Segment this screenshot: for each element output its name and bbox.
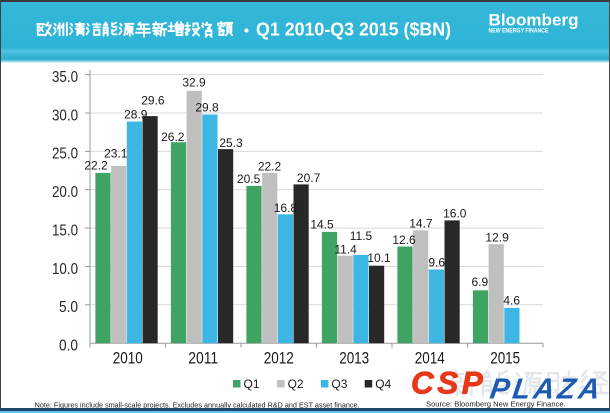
svg-text:22.2: 22.2 [258, 159, 282, 173]
svg-text:12.6: 12.6 [392, 233, 416, 247]
svg-text:10.1: 10.1 [367, 251, 391, 265]
svg-text:Q1 2010-Q3 2015 ($BN): Q1 2010-Q3 2015 ($BN) [256, 20, 451, 40]
svg-text:26.2: 26.2 [161, 130, 185, 144]
svg-text:16.8: 16.8 [274, 201, 298, 215]
svg-text:2012: 2012 [264, 349, 294, 368]
svg-text:35.0: 35.0 [52, 69, 78, 86]
svg-text:4.6: 4.6 [503, 293, 520, 307]
svg-text:Q4: Q4 [375, 377, 391, 391]
svg-text:29.8: 29.8 [195, 101, 219, 115]
svg-text:2013: 2013 [339, 349, 369, 368]
svg-text:0.0: 0.0 [59, 338, 78, 355]
svg-text:28.9: 28.9 [124, 107, 148, 121]
svg-text:Source: Bloomberg New Energy F: Source: Bloomberg New Energy Finance. [426, 400, 566, 409]
svg-text:6.9: 6.9 [471, 275, 488, 289]
svg-text:20.5: 20.5 [237, 172, 261, 186]
svg-text:22.2: 22.2 [84, 159, 108, 173]
svg-text:Note: Figures include small-sc: Note: Figures include small-scale projec… [35, 400, 360, 409]
svg-text:30.0: 30.0 [52, 107, 78, 124]
svg-text:CSP: CSP [411, 365, 486, 401]
svg-text:12.9: 12.9 [485, 230, 509, 244]
svg-text:11.4: 11.4 [334, 243, 357, 257]
svg-text:14.7: 14.7 [409, 217, 433, 231]
svg-text:2011: 2011 [188, 349, 218, 368]
svg-text:Q1: Q1 [244, 377, 260, 391]
svg-text:5.0: 5.0 [59, 299, 78, 316]
svg-text:Bloomberg: Bloomberg [489, 10, 579, 29]
svg-text:32.9: 32.9 [182, 75, 206, 89]
svg-text:16.0: 16.0 [443, 207, 467, 221]
svg-text:9.6: 9.6 [428, 256, 445, 270]
svg-text:15.0: 15.0 [52, 222, 78, 239]
svg-text:PLAZA: PLAZA [488, 374, 605, 406]
svg-text:2014: 2014 [415, 349, 445, 368]
svg-text:29.6: 29.6 [141, 94, 165, 108]
svg-text:25.3: 25.3 [219, 136, 243, 150]
svg-text:2015: 2015 [490, 349, 520, 368]
svg-text:23.1: 23.1 [104, 147, 128, 161]
svg-text:2010: 2010 [113, 349, 143, 368]
svg-text:NEW ENERGY FINANCE: NEW ENERGY FINANCE [489, 28, 549, 35]
svg-text:14.5: 14.5 [310, 217, 334, 231]
svg-text:20.0: 20.0 [52, 184, 78, 201]
svg-text:25.0: 25.0 [52, 146, 78, 163]
svg-text:Q3: Q3 [331, 377, 347, 391]
svg-text:10.0: 10.0 [52, 261, 78, 278]
svg-text:11.5: 11.5 [350, 229, 373, 243]
svg-text:Q2: Q2 [288, 377, 304, 391]
svg-text:20.7: 20.7 [297, 171, 321, 185]
